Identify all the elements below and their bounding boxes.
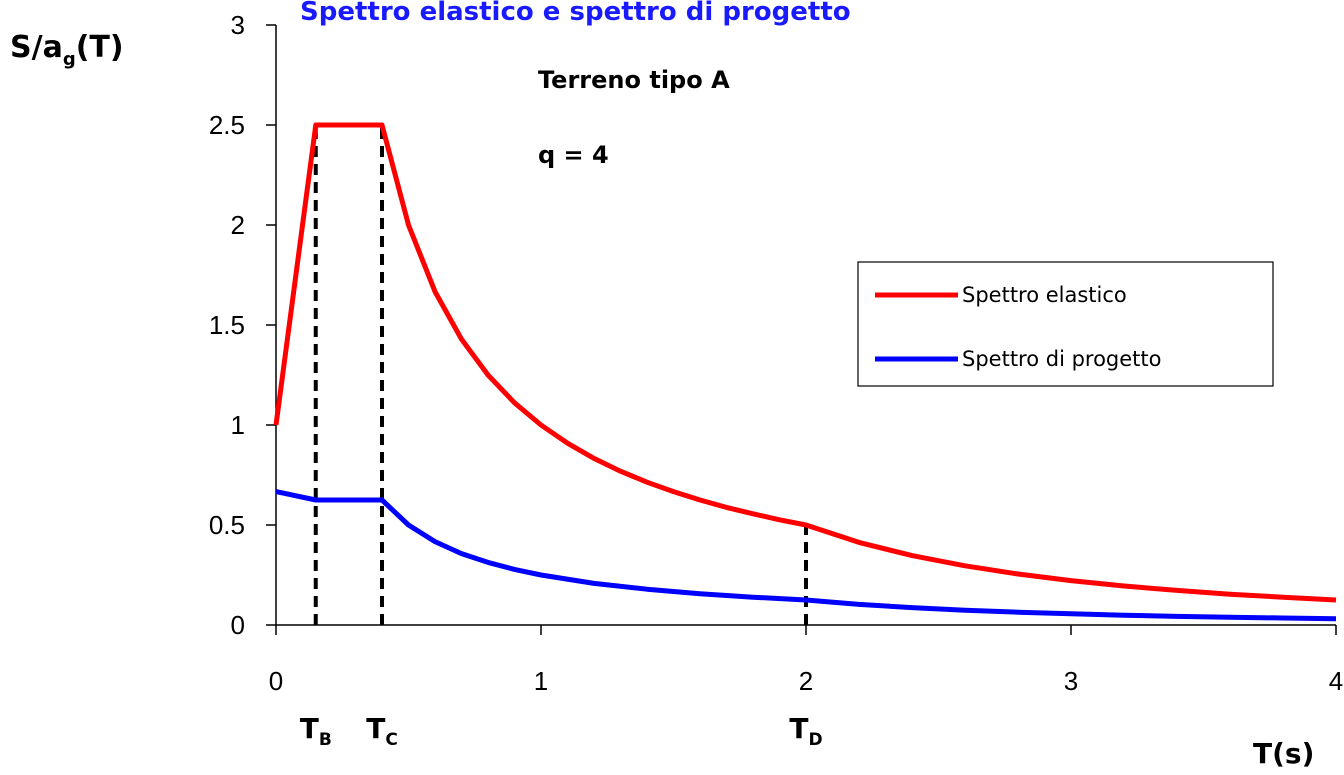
period-markers: TB TC TD bbox=[300, 125, 823, 750]
y-tick-label: 3 bbox=[231, 10, 245, 40]
series-lines bbox=[273, 122, 1337, 622]
y-tick-label: 1 bbox=[231, 410, 245, 440]
series-line-design bbox=[275, 489, 1337, 622]
y-axis-label: S/ag(T) bbox=[10, 30, 124, 70]
period-label: TB bbox=[300, 712, 332, 750]
soil-type-annotation: Terreno tipo A bbox=[538, 66, 730, 94]
period-label: TD bbox=[789, 712, 822, 750]
legend-label-elastic: Spettro elastico bbox=[962, 283, 1127, 307]
x-tick-label: 3 bbox=[1064, 666, 1078, 696]
legend-box bbox=[857, 261, 1274, 387]
period-label: TC bbox=[366, 712, 398, 750]
chart-title: Spettro elastico e spettro di progetto bbox=[300, 0, 851, 27]
behaviour-factor-annotation: q = 4 bbox=[538, 141, 609, 169]
y-tick-label: 0 bbox=[231, 610, 245, 640]
y-tick-labels: 0 0.5 1 1.5 2 2.5 3 bbox=[209, 10, 245, 640]
y-tick-label: 0.5 bbox=[209, 510, 245, 540]
y-tick-label: 2 bbox=[231, 210, 245, 240]
x-tick-label: 1 bbox=[534, 666, 548, 696]
series-line-elastic bbox=[273, 122, 1337, 603]
x-axis-label: T(s) bbox=[1253, 737, 1314, 770]
x-tick-label: 4 bbox=[1329, 666, 1343, 696]
x-tick-label: 2 bbox=[799, 666, 813, 696]
x-tick-labels: 0 1 2 3 4 bbox=[269, 666, 1343, 696]
legend-label-design: Spettro di progetto bbox=[962, 347, 1162, 371]
y-tick-label: 2.5 bbox=[209, 110, 245, 140]
axes bbox=[266, 24, 1337, 635]
y-tick-label: 1.5 bbox=[209, 310, 245, 340]
x-tick-label: 0 bbox=[269, 666, 283, 696]
legend: Spettro elastico Spettro di progetto bbox=[857, 261, 1274, 387]
